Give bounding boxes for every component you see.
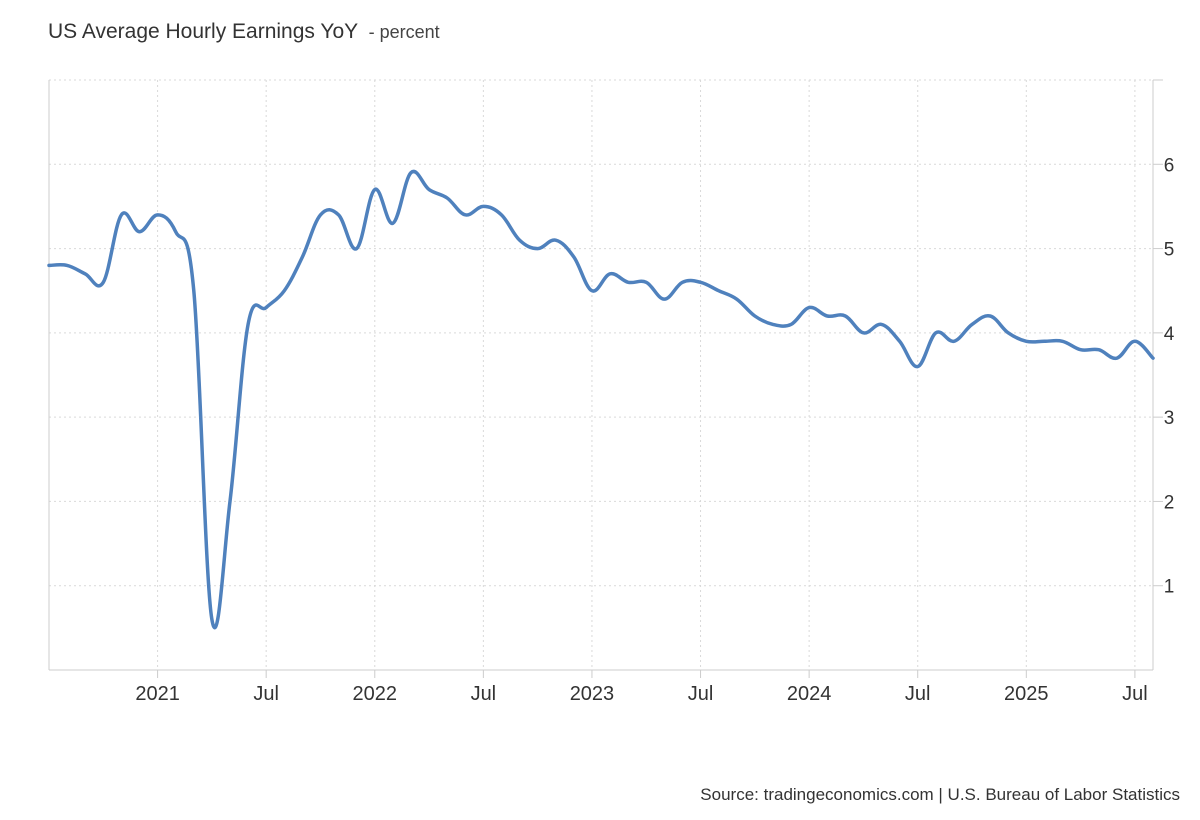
- data-point: [934, 331, 938, 335]
- x-tick-label: 2021: [135, 683, 180, 705]
- data-point: [119, 213, 123, 217]
- data-point: [337, 213, 341, 217]
- chart-title-block: US Average Hourly Earnings YoY - percent: [48, 20, 440, 44]
- x-tick-label: 2025: [1004, 683, 1049, 705]
- data-point: [608, 272, 612, 276]
- data-point: [843, 314, 847, 318]
- x-tick-label: Jul: [688, 683, 714, 705]
- data-point: [1006, 331, 1010, 335]
- data-point: [1097, 348, 1101, 352]
- data-point: [1024, 339, 1028, 343]
- data-point: [898, 339, 902, 343]
- data-point: [282, 289, 286, 293]
- data-point: [137, 230, 141, 234]
- data-point: [156, 213, 160, 217]
- data-point: [47, 263, 51, 267]
- y-tick-label: 5: [1164, 240, 1175, 261]
- data-point: [952, 339, 956, 343]
- data-point: [699, 280, 703, 284]
- data-point: [210, 617, 214, 621]
- data-point: [445, 196, 449, 200]
- data-point: [264, 306, 268, 310]
- x-tick-label: Jul: [253, 683, 279, 705]
- data-point: [970, 322, 974, 326]
- y-tick-label: 1: [1164, 577, 1175, 598]
- data-point: [1042, 339, 1046, 343]
- x-tick-label: 2023: [570, 683, 615, 705]
- data-point: [590, 289, 594, 293]
- x-tick-label: 2024: [787, 683, 832, 705]
- chart-title: US Average Hourly Earnings YoY: [48, 20, 359, 43]
- data-point: [680, 280, 684, 284]
- data-point: [988, 314, 992, 318]
- data-point: [228, 499, 232, 503]
- data-point: [536, 247, 540, 251]
- data-point: [644, 280, 648, 284]
- x-tick-label: Jul: [905, 683, 931, 705]
- data-point: [499, 213, 503, 217]
- y-tick-label: 3: [1164, 408, 1175, 429]
- data-point: [101, 280, 105, 284]
- data-point: [735, 297, 739, 301]
- y-tick-label: 6: [1164, 155, 1175, 176]
- data-point: [662, 297, 666, 301]
- data-point: [916, 365, 920, 369]
- data-point: [789, 322, 793, 326]
- data-point: [481, 204, 485, 208]
- data-point: [83, 272, 87, 276]
- series-points: [47, 171, 1155, 622]
- data-point: [825, 314, 829, 318]
- series-line: [47, 169, 1155, 630]
- data-point: [807, 306, 811, 310]
- data-point: [518, 238, 522, 242]
- y-axis-ticks: 1 2 3 4 5 6: [1164, 155, 1175, 597]
- data-point: [300, 255, 304, 259]
- data-point: [1115, 356, 1119, 360]
- data-point: [572, 255, 576, 259]
- data-point: [1079, 348, 1083, 352]
- data-point: [246, 322, 250, 326]
- data-point: [717, 289, 721, 293]
- chart-axes: [48, 79, 1163, 678]
- data-point: [1151, 356, 1155, 360]
- data-point: [463, 213, 467, 217]
- data-point: [880, 322, 884, 326]
- data-point: [391, 221, 395, 225]
- data-point: [427, 188, 431, 192]
- data-point: [355, 247, 359, 251]
- data-point: [771, 322, 775, 326]
- y-tick-label: 4: [1164, 324, 1175, 345]
- data-point: [409, 171, 413, 175]
- data-point: [373, 188, 377, 192]
- x-tick-label: Jul: [1122, 683, 1148, 705]
- data-point: [554, 238, 558, 242]
- data-point: [192, 289, 196, 293]
- grid-lines: [49, 79, 1153, 670]
- data-point: [753, 314, 757, 318]
- data-point: [174, 230, 178, 234]
- x-tick-label: Jul: [471, 683, 497, 705]
- data-point: [861, 331, 865, 335]
- data-point: [626, 280, 630, 284]
- data-point: [1061, 339, 1065, 343]
- data-point: [65, 263, 69, 267]
- source-note: Source: tradingeconomics.com | U.S. Bure…: [700, 785, 1180, 804]
- data-point: [318, 213, 322, 217]
- y-tick-label: 2: [1164, 492, 1175, 513]
- chart-unit-label: - percent: [368, 22, 440, 42]
- x-tick-label: 2022: [353, 683, 398, 705]
- x-axis-ticks: 2021 Jul 2022 Jul 2023 Jul 2024 Jul 2025 Jul: [135, 683, 1147, 705]
- data-point: [1133, 339, 1137, 343]
